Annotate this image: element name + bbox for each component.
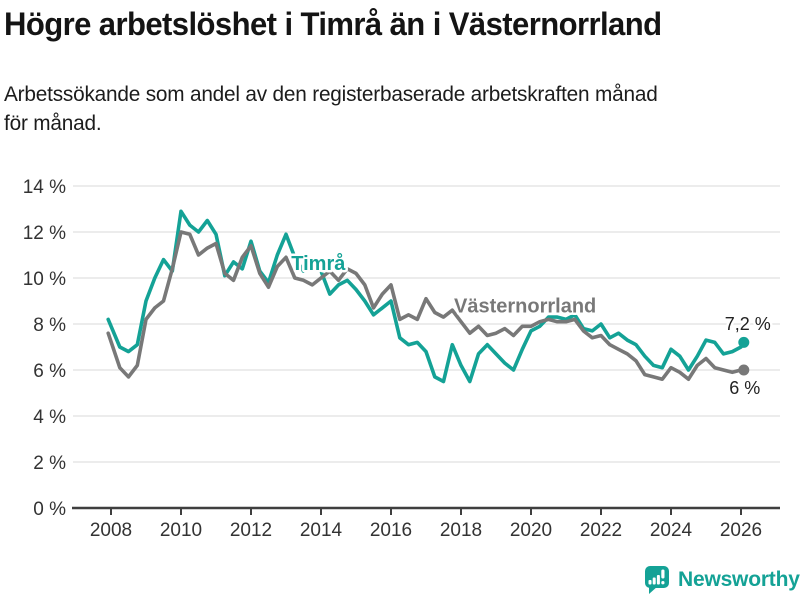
brand-wordmark: Newsworthy (678, 568, 800, 591)
timra-end-value: 7,2 % (725, 314, 771, 334)
series-end-dot-timra (738, 336, 750, 348)
x-axis-label-2026: 2026 (720, 520, 762, 541)
x-axis-label-2008: 2008 (90, 520, 132, 541)
x-axis-label-2018: 2018 (440, 520, 482, 541)
vasternorrland-end-value: 6 % (729, 378, 760, 398)
x-axis-label-2014: 2014 (300, 520, 343, 541)
y-axis-label-4: 4 % (33, 407, 66, 428)
y-axis-label-8: 8 % (33, 315, 66, 336)
y-axis-label-0: 0 % (33, 499, 66, 520)
y-axis-label-2: 2 % (33, 453, 66, 474)
bar-chart-speech-bubble-icon (645, 566, 669, 594)
x-axis-label-2020: 2020 (510, 520, 552, 541)
subtitle-line-1: Arbetssökande som andel av den registerb… (4, 83, 658, 106)
bars-and-exclamation (648, 569, 665, 585)
y-axis-label-6: 6 % (33, 361, 66, 382)
series-end-dot-vasternorrland (738, 364, 750, 376)
chart-subtitle: Arbetssökande som andel av den registerb… (4, 80, 658, 138)
x-axis-label-2016: 2016 (370, 520, 412, 541)
x-axis-label-2012: 2012 (230, 520, 272, 541)
y-axis-label-14: 14 % (23, 177, 66, 198)
vasternorrland-series-label: Västernorrland (454, 296, 596, 318)
y-axis-label-10: 10 % (23, 269, 66, 290)
series-line-timra (106, 209, 746, 384)
x-axis-label-2022: 2022 (580, 520, 622, 541)
y-axis-label-12: 12 % (23, 223, 66, 244)
subtitle-line-2: för månad. (4, 112, 102, 135)
x-axis-label-2010: 2010 (160, 520, 202, 541)
page-title: Högre arbetslöshet i Timrå än i Västerno… (4, 6, 662, 42)
series-line-vasternorrland (106, 230, 746, 382)
timra-series-label: Timrå (291, 252, 346, 275)
newsworthy-logo: Newsworthy (644, 565, 800, 595)
x-axis-label-2024: 2024 (650, 520, 693, 541)
